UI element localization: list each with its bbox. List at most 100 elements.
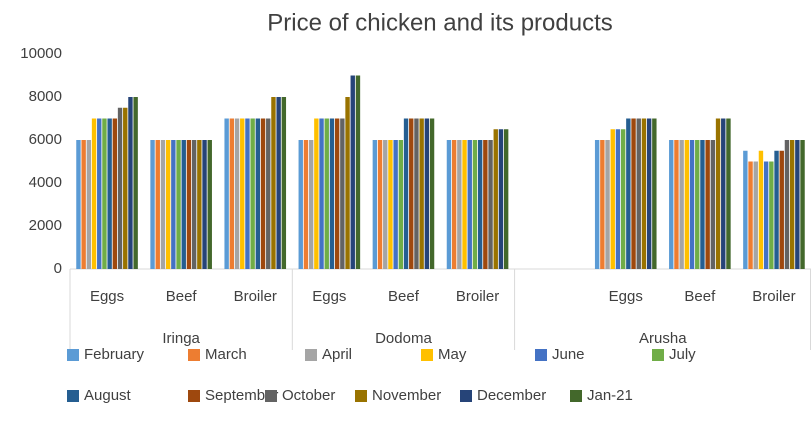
bar [234, 118, 240, 269]
bar [97, 118, 102, 269]
bar [758, 150, 764, 269]
bar [86, 140, 92, 269]
bar [753, 161, 758, 269]
bar [695, 140, 700, 269]
legend-label: July [669, 346, 696, 363]
bar [748, 161, 753, 269]
bar [620, 129, 626, 269]
bar [197, 140, 202, 269]
bar [207, 140, 212, 269]
legend-swatch [652, 349, 664, 361]
bar [493, 129, 498, 269]
y-tick-label: 4000 [29, 174, 62, 191]
y-tick-label: 8000 [29, 88, 62, 105]
bar [419, 118, 424, 269]
bar [240, 118, 245, 269]
bar [76, 140, 81, 269]
bar [689, 140, 695, 269]
bar [266, 118, 271, 269]
legend-swatch [460, 390, 472, 402]
bar [488, 140, 493, 269]
bar [669, 140, 674, 269]
bar [784, 140, 790, 269]
bar [641, 118, 647, 269]
legend-label: August [84, 387, 132, 404]
legend-label: April [322, 346, 352, 363]
bar [467, 140, 472, 269]
bar [245, 118, 250, 269]
bar [779, 150, 784, 269]
bar [398, 140, 404, 269]
bar [81, 140, 86, 269]
bar [705, 140, 710, 269]
bar [107, 118, 112, 269]
x-tick-label: Eggs [609, 288, 643, 305]
bar [769, 161, 774, 269]
legend-swatch [355, 390, 367, 402]
bar [340, 118, 345, 269]
bar [605, 140, 610, 269]
bar [626, 118, 631, 269]
bar [281, 97, 287, 269]
bar [414, 118, 419, 269]
bar [133, 97, 138, 269]
bar [403, 118, 409, 269]
bar [652, 118, 657, 269]
bar [710, 140, 716, 269]
bar [350, 75, 355, 269]
bar [276, 97, 281, 269]
legend-label: May [438, 346, 467, 363]
bar [314, 118, 319, 269]
legend-label: Jan-21 [587, 387, 633, 404]
x-tick-label: Eggs [312, 288, 346, 305]
bar [355, 75, 361, 269]
x-tick-label: Beef [166, 288, 198, 305]
bar [383, 140, 388, 269]
bar [250, 118, 255, 269]
bar [171, 140, 176, 269]
legend-label: October [282, 387, 335, 404]
bar [594, 140, 600, 269]
bar [451, 140, 457, 269]
bar [388, 140, 393, 269]
legend-swatch [265, 390, 277, 402]
bar [684, 140, 690, 269]
bar [91, 118, 97, 269]
bar [229, 118, 235, 269]
legend-label: February [84, 346, 145, 363]
group-label: Arusha [639, 330, 687, 347]
bar [160, 140, 166, 269]
chart-title: Price of chicken and its products [267, 9, 613, 36]
bar [191, 140, 197, 269]
bar [155, 140, 160, 269]
bar [446, 140, 452, 269]
bar [674, 140, 679, 269]
legend-label: December [477, 387, 546, 404]
bar [472, 140, 478, 269]
bar [334, 118, 340, 269]
bar [457, 140, 462, 269]
bar [329, 118, 335, 269]
y-tick-label: 10000 [20, 45, 62, 62]
legend-swatch [570, 390, 582, 402]
bar [117, 107, 123, 269]
bar [700, 140, 705, 269]
bar [102, 118, 107, 269]
bar [128, 97, 133, 269]
bar [377, 140, 383, 269]
x-tick-label: Beef [388, 288, 420, 305]
bar [298, 140, 303, 269]
bar [319, 118, 324, 269]
bar [393, 140, 398, 269]
x-tick-label: Beef [684, 288, 716, 305]
bar [462, 140, 467, 269]
x-tick-label: Broiler [752, 288, 795, 305]
bar [308, 140, 314, 269]
bar [800, 140, 805, 269]
legend-label: November [372, 387, 441, 404]
bar [483, 140, 488, 269]
bar [726, 118, 731, 269]
bar [636, 118, 641, 269]
legend-label: September [205, 387, 278, 404]
